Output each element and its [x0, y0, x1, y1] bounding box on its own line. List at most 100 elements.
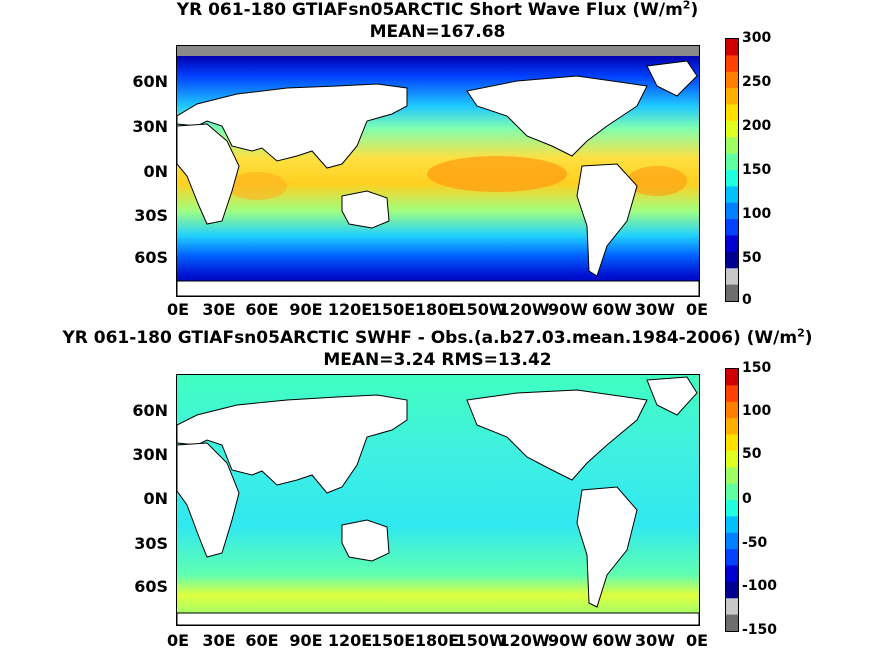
panel2-colorbar-svg: [726, 369, 738, 632]
panel1-land-samerica: [576, 163, 638, 277]
colorbar-swatch: [726, 219, 738, 237]
panel1-title-sup: 2: [682, 0, 691, 12]
colorbar-swatch: [726, 532, 738, 550]
panel2-lon-label: 60W: [592, 631, 632, 650]
panel1-land-australia: [341, 190, 390, 229]
panel1-colorbar-label: 0: [742, 292, 752, 308]
panel2-colorbar-label: 100: [742, 403, 772, 419]
panel2-lon-label: 0E: [685, 631, 709, 650]
panel1-land-greenland: [646, 60, 698, 97]
panel1-warm-atlantic: [627, 166, 687, 196]
panel1-lat-label: 60S: [134, 248, 168, 267]
colorbar-swatch: [726, 500, 738, 517]
panel1-colorbar-label: 50: [742, 250, 762, 266]
colorbar-swatch: [726, 268, 738, 286]
colorbar-swatch: [726, 202, 738, 220]
colorbar-swatch: [726, 614, 738, 632]
colorbar-swatch: [726, 483, 738, 501]
panel1-lon-label: 0E: [685, 300, 709, 319]
colorbar-swatch: [726, 71, 738, 89]
panel2-land-samerica: [576, 486, 638, 608]
colorbar-swatch: [726, 186, 738, 204]
panel2-title-sup: 2: [797, 326, 805, 340]
panel1-land-eurasia: [177, 83, 408, 169]
panel1-colorbar-label: 150: [742, 162, 772, 178]
panel1-lon-label: 120E: [327, 300, 373, 319]
panel1-ice: [177, 46, 699, 56]
panel1-lon-label: 180E: [414, 300, 460, 319]
colorbar-swatch: [726, 549, 738, 567]
panel2-lon-label: 60E: [245, 631, 279, 650]
colorbar-swatch: [726, 235, 738, 253]
panel2-map-svg: [177, 375, 699, 625]
panel2-lon-label: 90W: [548, 631, 588, 650]
panel2-land-greenland: [646, 376, 698, 416]
panel1-colorbar: [725, 38, 739, 302]
panel2-colorbar-label: -50: [742, 535, 768, 551]
panel1-title-text: YR 061-180 GTIAFsn05ARCTIC Short Wave Fl…: [176, 0, 683, 20]
panel2-map: [176, 374, 700, 626]
panel2-land-africa: [177, 442, 240, 558]
panel2-lat-label: 0N: [143, 489, 168, 508]
panel2-title-end: ): [804, 328, 813, 348]
panel1-lon-label: 90W: [548, 300, 588, 319]
panel2-lon-label: 150E: [370, 631, 416, 650]
colorbar-swatch: [726, 467, 738, 485]
colorbar-swatch: [726, 516, 738, 534]
panel1-lon-label: 60W: [592, 300, 632, 319]
colorbar-swatch: [726, 385, 738, 403]
colorbar-swatch: [726, 137, 738, 155]
panel2-lon-label: 0E: [166, 631, 190, 650]
panel2-lon-label: 150W: [455, 631, 507, 650]
colorbar-swatch: [726, 104, 738, 122]
colorbar-swatch: [726, 251, 738, 269]
colorbar-swatch: [726, 55, 738, 73]
panel1-colorbar-label: 300: [742, 30, 772, 46]
colorbar-swatch: [726, 39, 738, 56]
panel1-title-end: ): [690, 0, 699, 20]
panel2-lat-label: 30S: [134, 534, 168, 553]
panel2-land: [177, 376, 699, 625]
panel2-lon-label: 180E: [414, 631, 460, 650]
panel2-lon-label: 30W: [635, 631, 675, 650]
panel2-colorbar-label: 50: [742, 446, 762, 462]
panel1-land-namerica: [466, 75, 648, 157]
panel2-title-text: YR 061-180 GTIAFsn05ARCTIC SWHF - Obs.(a…: [62, 328, 798, 348]
colorbar-swatch: [726, 434, 738, 452]
panel2-subtitle: MEAN=3.24 RMS=13.42: [323, 350, 552, 370]
colorbar-swatch: [726, 88, 738, 106]
colorbar-swatch: [726, 153, 738, 171]
colorbar-swatch: [726, 418, 738, 436]
panel1-land: [177, 60, 699, 296]
panel1-lon-label: 150W: [455, 300, 507, 319]
panel1-lon-label: 120W: [498, 300, 550, 319]
panel1-lon-label: 150E: [370, 300, 416, 319]
colorbar-swatch: [726, 170, 738, 187]
panel1-warm-pool: [427, 156, 567, 192]
panel2-land-eurasia: [177, 394, 408, 494]
panel1-lon-label: 30E: [202, 300, 236, 319]
colorbar-swatch: [726, 401, 738, 419]
colorbar-swatch: [726, 120, 738, 138]
panel1-land-antarctica: [177, 280, 699, 296]
colorbar-swatch: [726, 450, 738, 468]
panel2-lon-label: 120E: [327, 631, 373, 650]
panel1-colorbar-label: 100: [742, 206, 772, 222]
panel2-lon-label: 30E: [202, 631, 236, 650]
panel2-land-australia: [341, 519, 390, 562]
panel2-colorbar-label: 150: [742, 360, 772, 376]
panel2-land-antarctica: [177, 612, 699, 625]
colorbar-swatch: [726, 598, 738, 616]
panel1-lat-label: 60N: [132, 72, 168, 91]
panel1-lon-label: 0E: [166, 300, 190, 319]
colorbar-swatch: [726, 565, 738, 583]
panel2-title: YR 061-180 GTIAFsn05ARCTIC SWHF - Obs.(a…: [0, 326, 875, 348]
colorbar-swatch: [726, 369, 738, 386]
panel1-colorbar-svg: [726, 39, 738, 302]
panel2-colorbar-label: -150: [742, 622, 778, 638]
panel2-lon-label: 120W: [498, 631, 550, 650]
panel2-lat-label: 60N: [132, 401, 168, 420]
panel1-colorbar-label: 250: [742, 74, 772, 90]
panel2-land-namerica: [466, 389, 648, 481]
panel1-lat-label: 30S: [134, 206, 168, 225]
